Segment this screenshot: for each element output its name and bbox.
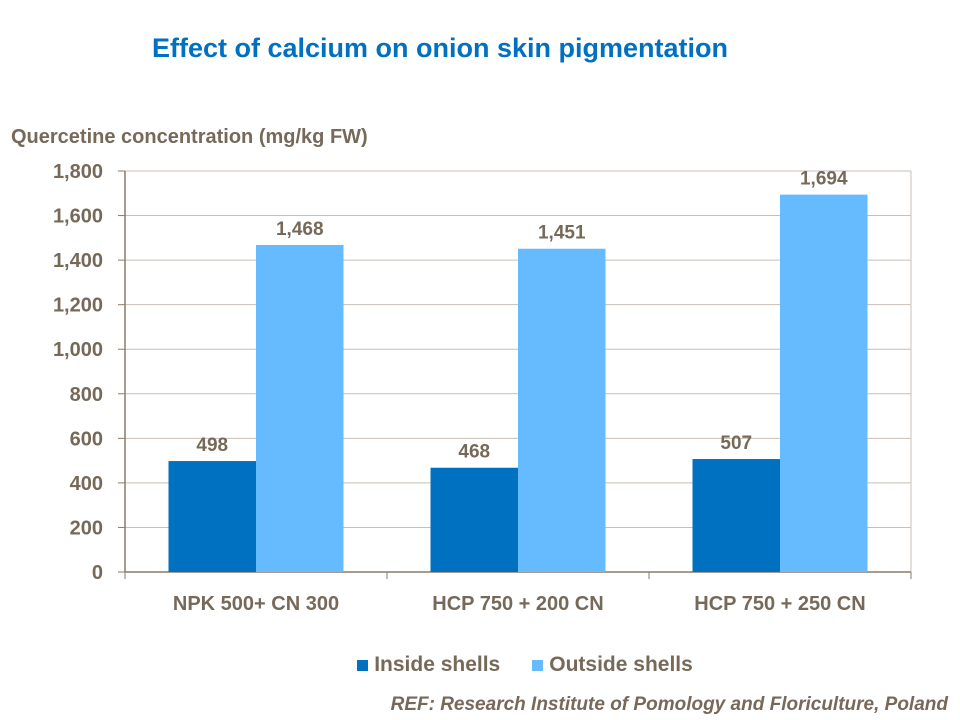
legend-swatch-inside bbox=[357, 659, 369, 671]
y-tick-label: 1,800 bbox=[53, 161, 103, 183]
x-tick-label: HCP 750 + 200 CN bbox=[432, 593, 603, 615]
bar-inside bbox=[430, 467, 518, 572]
y-tick-label: 0 bbox=[92, 562, 103, 584]
legend: Inside shells Outside shells bbox=[0, 653, 960, 677]
data-label: 507 bbox=[720, 433, 752, 454]
legend-item-outside: Outside shells bbox=[532, 653, 693, 677]
y-tick-label: 200 bbox=[70, 517, 103, 539]
x-tick-label: HCP 750 + 250 CN bbox=[694, 593, 865, 615]
y-tick-label: 800 bbox=[70, 384, 103, 406]
y-tick-label: 1,400 bbox=[53, 250, 103, 272]
reference-note: REF: Research Institute of Pomology and … bbox=[390, 694, 948, 715]
legend-label-outside: Outside shells bbox=[549, 653, 693, 676]
y-tick-label: 400 bbox=[70, 473, 103, 495]
data-label: 1,694 bbox=[800, 169, 848, 190]
data-label: 1,451 bbox=[538, 223, 586, 244]
bar-inside bbox=[692, 459, 780, 572]
chart-title: Effect of calcium on onion skin pigmenta… bbox=[151, 33, 729, 63]
y-axis-label: Quercetine concentration (mg/kg FW) bbox=[11, 126, 368, 148]
y-tick-label: 600 bbox=[70, 428, 103, 450]
x-tick-label: NPK 500+ CN 300 bbox=[173, 593, 339, 615]
legend-item-inside: Inside shells bbox=[357, 653, 500, 677]
data-label: 498 bbox=[196, 435, 228, 456]
data-label: 468 bbox=[458, 442, 490, 463]
y-tick-label: 1,200 bbox=[53, 295, 103, 317]
legend-label-inside: Inside shells bbox=[374, 653, 501, 676]
legend-swatch-outside bbox=[532, 659, 544, 671]
bar-outside bbox=[518, 248, 606, 572]
y-tick-label: 1,000 bbox=[53, 339, 103, 361]
bar-inside bbox=[168, 461, 256, 572]
bar-outside bbox=[256, 244, 344, 572]
bar-outside bbox=[780, 194, 868, 572]
y-tick-label: 1,600 bbox=[53, 206, 103, 228]
data-label: 1,468 bbox=[276, 219, 324, 240]
